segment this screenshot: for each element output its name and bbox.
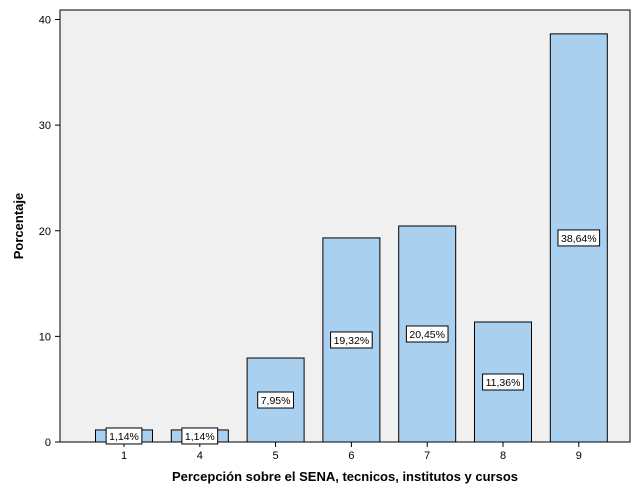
x-tick-label: 5	[273, 450, 279, 462]
data-label: 11,36%	[482, 373, 524, 391]
x-tick-label: 6	[348, 450, 354, 462]
data-label-box	[257, 391, 294, 409]
data-label-text: 19,32%	[334, 335, 370, 347]
x-tick-label: 4	[197, 450, 203, 462]
data-label-text: 11,36%	[486, 377, 521, 389]
x-axis: 1 4 5 6 7 8 9	[121, 442, 582, 462]
data-label-text: 1,14%	[109, 431, 139, 443]
data-labels-group: 1,14% 1,14% 7,95% 19,32% 20,45% 11,36% 38,64%	[105, 229, 601, 445]
data-label: 19,32%	[330, 331, 373, 349]
y-axis-title: Porcentaje	[11, 193, 26, 259]
data-label-box	[181, 427, 219, 445]
y-axis: 0 10 20 30 40	[39, 15, 60, 449]
data-label-box	[405, 325, 449, 343]
data-label-text: 7,95%	[261, 395, 291, 407]
data-label-box	[482, 373, 524, 391]
x-tick-label: 9	[576, 450, 582, 462]
y-tick-label: 10	[39, 331, 51, 343]
x-tick-label: 1	[121, 450, 127, 462]
x-axis-title: Percepción sobre el SENA, tecnicos, inst…	[172, 469, 518, 484]
data-label: 1,14%	[105, 427, 143, 445]
y-tick-label: 20	[39, 226, 51, 238]
data-label-box	[105, 427, 143, 445]
data-label-box	[330, 331, 373, 349]
data-label: 7,95%	[257, 391, 294, 409]
data-label: 20,45%	[405, 325, 449, 343]
data-label-text: 1,14%	[185, 431, 215, 443]
data-label-text: 20,45%	[409, 329, 445, 341]
x-tick-label: 7	[424, 450, 430, 462]
x-tick-label: 8	[500, 450, 506, 462]
y-tick-label: 0	[45, 437, 51, 449]
y-tick-label: 40	[39, 15, 51, 27]
data-label-box	[557, 229, 601, 247]
data-label-text: 38,64%	[561, 233, 597, 245]
data-label: 38,64%	[557, 229, 601, 247]
data-label: 1,14%	[181, 427, 219, 445]
y-tick-label: 30	[39, 120, 51, 132]
